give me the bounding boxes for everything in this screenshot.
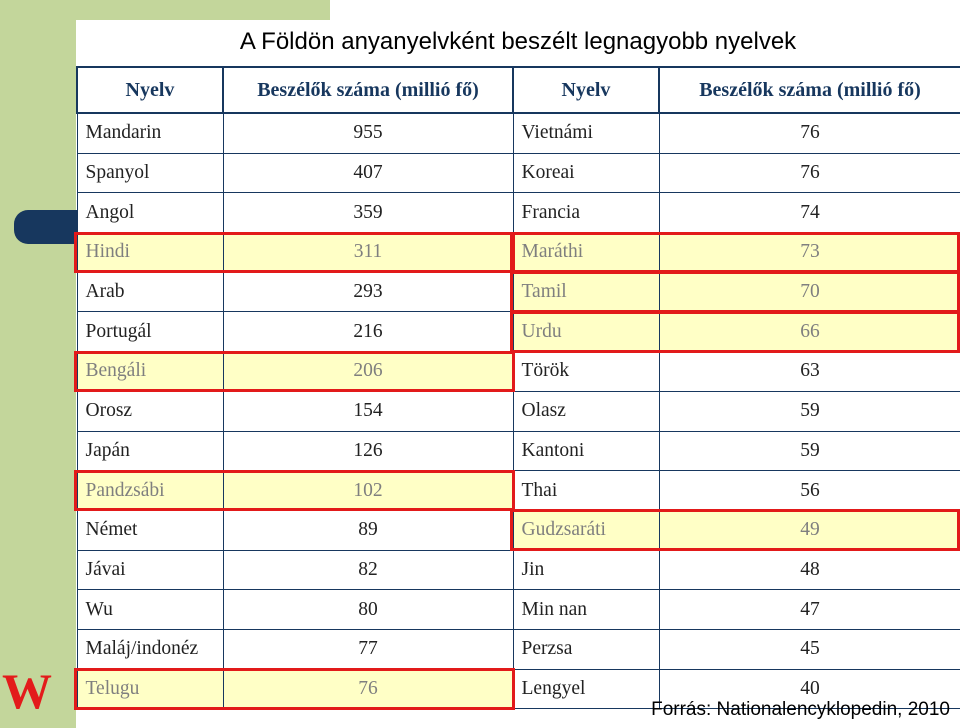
source-note: Forrás: Nationalencyklopedin, 2010: [651, 699, 950, 720]
language-right-cell: Perzsa: [512, 628, 660, 670]
table-row: Spanyol 407 Koreai 76: [76, 152, 960, 194]
speakers-left-cell: 359: [222, 192, 514, 234]
header-language-right: Nyelv: [512, 66, 660, 114]
language-right-cell: Jin: [512, 549, 660, 591]
language-left-cell: Pandzsábi: [76, 470, 224, 511]
header-speakers-right: Beszélők száma (millió fő): [658, 66, 960, 114]
language-left-cell: Japán: [76, 430, 224, 472]
table-row: Hindi 311 Maráthi 73: [76, 232, 960, 273]
speakers-right-cell: 59: [658, 390, 960, 432]
language-right-cell: Kantoni: [512, 430, 660, 472]
speakers-left-cell: 206: [222, 351, 514, 392]
speakers-right-cell: 47: [658, 589, 960, 630]
speakers-right-cell: 73: [658, 232, 960, 273]
speakers-left-cell: 126: [222, 430, 514, 472]
speakers-left-cell: 154: [222, 390, 514, 432]
speakers-right-cell: 74: [658, 192, 960, 234]
speakers-left-cell: 82: [222, 549, 514, 591]
language-left-cell: Orosz: [76, 390, 224, 432]
language-left-cell: Arab: [76, 271, 224, 313]
speakers-right-cell: 66: [658, 311, 960, 353]
header-language-left: Nyelv: [76, 66, 224, 114]
language-right-cell: Tamil: [512, 271, 660, 313]
language-left-cell: Mandarin: [76, 112, 224, 154]
speakers-right-cell: 76: [658, 112, 960, 154]
language-left-cell: Hindi: [76, 232, 224, 273]
speakers-right-cell: 49: [658, 509, 960, 551]
logo-w: W: [2, 663, 52, 719]
speakers-right-cell: 59: [658, 430, 960, 472]
decorative-tab-shape: [14, 210, 84, 244]
language-right-cell: Vietnámi: [512, 112, 660, 154]
language-right-cell: Lengyel: [512, 668, 660, 710]
page-title: A Földön anyanyelvként beszélt legnagyob…: [239, 28, 797, 55]
speakers-right-cell: 48: [658, 549, 960, 591]
language-right-cell: Gudzsaráti: [512, 509, 660, 551]
header-speakers-left: Beszélők száma (millió fő): [222, 66, 514, 114]
speakers-right-cell: 70: [658, 271, 960, 313]
language-left-cell: Bengáli: [76, 351, 224, 392]
speakers-right-cell: 56: [658, 470, 960, 511]
language-left-cell: Telugu: [76, 668, 224, 710]
speakers-right-cell: 76: [658, 152, 960, 194]
speakers-left-cell: 293: [222, 271, 514, 313]
speakers-left-cell: 407: [222, 152, 514, 194]
table-row: Mandarin 955 Vietnámi 76: [76, 112, 960, 154]
language-right-cell: Olasz: [512, 390, 660, 432]
table-body: Mandarin 955 Vietnámi 76 Spanyol 407 Koreai 76 A…: [76, 112, 960, 710]
language-right-cell: Török: [512, 351, 660, 392]
table-row: Wu 80 Min nan 47: [76, 589, 960, 630]
language-right-cell: Thai: [512, 470, 660, 511]
table-row: Angol 359 Francia 74: [76, 192, 960, 234]
language-left-cell: Jávai: [76, 549, 224, 591]
table-row: Jávai 82 Jin 48: [76, 549, 960, 591]
speakers-right-cell: 45: [658, 628, 960, 670]
language-right-cell: Koreai: [512, 152, 660, 194]
speakers-left-cell: 80: [222, 589, 514, 630]
table-row: Pandzsábi 102 Thai 56: [76, 470, 960, 511]
language-left-cell: Maláj/indonéz: [76, 628, 224, 670]
language-left-cell: Portugál: [76, 311, 224, 353]
language-right-cell: Maráthi: [512, 232, 660, 273]
speakers-left-cell: 89: [222, 509, 514, 551]
language-left-cell: Német: [76, 509, 224, 551]
table-row: Portugál 216 Urdu 66: [76, 311, 960, 353]
table-row: Bengáli 206 Török 63: [76, 351, 960, 392]
table-row: Orosz 154 Olasz 59: [76, 390, 960, 432]
speakers-left-cell: 76: [222, 668, 514, 710]
table-header-row: Nyelv Beszélők száma (millió fő) Nyelv B…: [76, 66, 960, 114]
table-row: Maláj/indonéz 77 Perzsa 45: [76, 628, 960, 670]
speakers-left-cell: 77: [222, 628, 514, 670]
table-row: Telugu 76 Lengyel 40: [76, 668, 960, 710]
language-right-cell: Francia: [512, 192, 660, 234]
table-row: Japán 126 Kantoni 59: [76, 430, 960, 472]
speakers-right-cell: 40: [658, 668, 960, 710]
language-right-cell: Urdu: [512, 311, 660, 353]
speakers-left-cell: 955: [222, 112, 514, 154]
language-right-cell: Min nan: [512, 589, 660, 630]
table-row: Német 89 Gudzsaráti 49: [76, 509, 960, 551]
speakers-right-cell: 63: [658, 351, 960, 392]
speakers-left-cell: 311: [222, 232, 514, 273]
speakers-left-cell: 216: [222, 311, 514, 353]
speakers-left-cell: 102: [222, 470, 514, 511]
table-row: Arab 293 Tamil 70: [76, 271, 960, 313]
language-left-cell: Angol: [76, 192, 224, 234]
language-left-cell: Wu: [76, 589, 224, 630]
languages-table: Nyelv Beszélők száma (millió fő) Nyelv B…: [76, 66, 960, 710]
language-left-cell: Spanyol: [76, 152, 224, 194]
